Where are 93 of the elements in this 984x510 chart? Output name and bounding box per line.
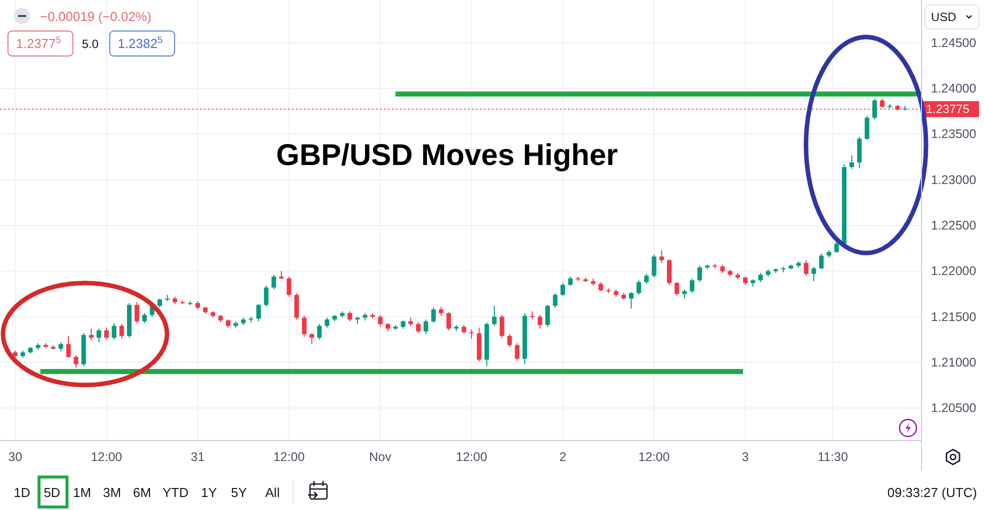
annotation: 1.2377$^{5}$	[16, 35, 61, 51]
candlestick	[507, 334, 512, 348]
x-tick-label: 2	[559, 450, 566, 464]
y-axis-title: USD	[931, 10, 957, 24]
candlestick	[500, 314, 504, 338]
candlestick	[598, 282, 604, 292]
candlestick	[446, 312, 451, 331]
candlestick	[104, 327, 109, 340]
candlestick	[492, 305, 497, 326]
y-tick-label: 1.22000	[931, 264, 976, 278]
candlestick	[272, 274, 276, 290]
x-tick-label: 31	[190, 450, 205, 464]
candlestick	[416, 322, 421, 334]
x-tick-label: 12:00	[273, 450, 305, 464]
candlestick	[302, 315, 306, 338]
candlestick	[348, 310, 352, 322]
candlestick	[66, 335, 71, 358]
candlestick	[628, 292, 634, 310]
candlestick	[264, 285, 268, 308]
candlestick	[872, 98, 877, 120]
annotation: 1.2382$^{5}$	[118, 35, 163, 51]
candlestick	[850, 154, 854, 170]
x-tick-label: 3	[742, 450, 749, 464]
y-tick-label: 1.21500	[931, 310, 976, 324]
candlestick	[636, 280, 642, 296]
candlestick	[134, 302, 140, 324]
candlestick	[96, 328, 102, 343]
x-tick-label: 12:00	[456, 450, 488, 464]
candlestick	[568, 276, 573, 286]
candlestick	[74, 354, 78, 368]
candlestick	[697, 265, 702, 283]
text: 09:33:27 (UTC)	[887, 484, 977, 500]
candlestick	[157, 298, 162, 308]
y-tick-label: 1.22500	[931, 218, 976, 232]
candlestick	[310, 332, 314, 345]
candlestick	[469, 329, 474, 340]
candlestick	[431, 307, 436, 324]
text: 1D	[14, 484, 30, 500]
candlestick	[294, 292, 299, 320]
x-tick-label: 12:00	[90, 450, 122, 464]
candlestick	[864, 115, 870, 140]
text: GBP/USD Moves Higher	[276, 139, 618, 172]
candlestick	[834, 241, 839, 254]
candlestick	[552, 292, 558, 308]
annotation: 5.0	[82, 37, 99, 51]
x-tick-label: 11:30	[818, 450, 848, 464]
candlestick	[857, 136, 862, 168]
candlestick	[538, 314, 542, 330]
candlestick	[378, 314, 383, 328]
y-tick-label: 1.24500	[931, 36, 976, 50]
candlestick	[256, 303, 261, 322]
candlestick	[58, 342, 64, 352]
candlestick	[674, 282, 680, 296]
candlestick	[804, 260, 808, 276]
y-tick-label: 1.24000	[931, 82, 976, 96]
candlestick	[142, 312, 147, 324]
y-tick-label: 1.23000	[931, 172, 976, 187]
text: 5D	[44, 484, 60, 500]
ref-line-label: 1.23775	[926, 102, 970, 116]
text: YTD	[162, 484, 188, 500]
candlestick	[811, 266, 816, 282]
candlestick	[666, 258, 672, 286]
y-tick-label: 1.21000	[931, 355, 976, 370]
candlestick	[424, 319, 428, 335]
candlestick	[317, 324, 322, 340]
x-tick-label: 30	[8, 450, 22, 464]
candlestick	[88, 328, 94, 341]
candlestick	[545, 304, 550, 328]
candlestick	[560, 282, 566, 296]
x-tick-label: Nov	[369, 450, 392, 464]
candlestick	[438, 306, 444, 316]
candlestick	[324, 317, 330, 328]
candlestick	[682, 288, 687, 300]
annotation: −0.00019 (−0.02%)	[40, 8, 152, 24]
candlestick	[119, 324, 124, 340]
text: 1Y	[201, 484, 218, 500]
candlestick	[690, 278, 694, 294]
candlestick	[758, 272, 763, 283]
candlestick	[652, 254, 656, 278]
candlestick	[644, 273, 649, 284]
text: 6M	[132, 484, 152, 500]
candlestick	[514, 342, 520, 362]
x-tick-label: 12:00	[638, 450, 670, 464]
y-tick-label: 1.20500	[931, 401, 976, 416]
candlestick	[112, 322, 116, 340]
text: 3M	[102, 484, 122, 500]
text: All	[265, 484, 280, 500]
y-tick-label: 1.23500	[931, 127, 976, 142]
text: 1M	[72, 484, 92, 500]
candlestick	[286, 276, 292, 298]
candlestick	[819, 253, 824, 270]
text: 5Y	[231, 484, 248, 500]
candlestick	[659, 250, 664, 264]
